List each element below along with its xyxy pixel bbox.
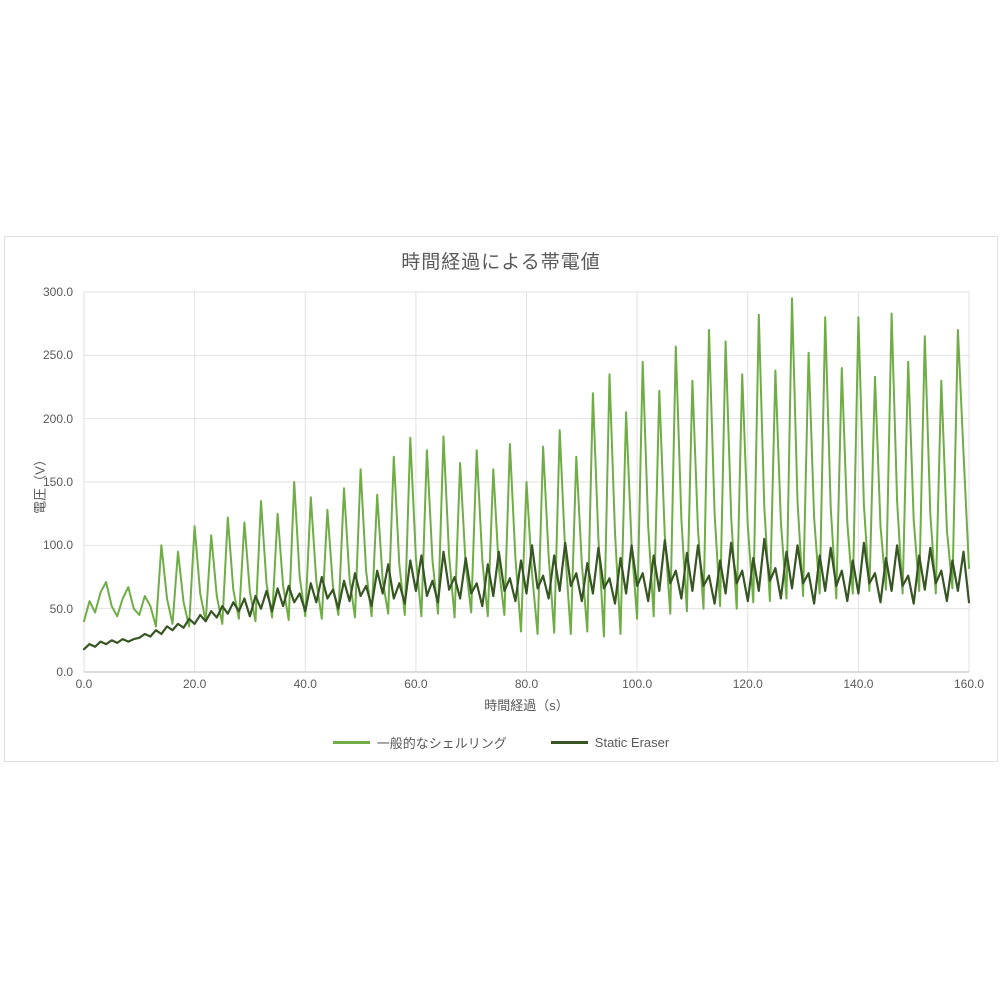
chart-canvas [82,291,971,673]
x-tick-label: 60.0 [404,677,428,691]
legend-label-shelling: 一般的なシェルリング [376,736,507,751]
legend-item-static-eraser: Static Eraser [550,735,670,750]
chart-panel: 時間経過による帯電値 電圧（V） 0.0 50.0 100.0 150.0 200.0 2… [4,236,998,762]
y-tick-label: 50.0 [49,601,73,616]
y-tick-label: 150.0 [42,475,73,489]
plot-area [82,291,971,673]
legend-swatch-static-eraser [550,741,588,744]
legend-item-shelling: 一般的なシェルリング [332,733,507,752]
y-tick-label: 100.0 [42,538,73,553]
y-tick-label: 200.0 [42,411,73,426]
x-tick-label: 40.0 [293,677,317,691]
x-tick-label: 120.0 [732,677,763,691]
y-tick-label: 300.0 [42,285,73,299]
series-line-1 [82,537,971,651]
y-tick-label: 0.0 [56,665,73,679]
legend-swatch-shelling [332,741,370,744]
chart-legend: 一般的なシェルリング Static Eraser [5,733,997,752]
x-tick-label: 160.0 [953,677,985,691]
y-tick-label: 250.0 [42,348,73,363]
x-tick-label: 80.0 [514,677,539,691]
x-tick-label: 100.0 [622,677,653,691]
series-line-0 [83,297,970,638]
legend-label-static-eraser: Static Eraser [594,735,670,750]
x-tick-label: 20.0 [182,677,207,691]
chart-title: 時間経過による帯電値 [401,252,601,273]
x-tick-label: 0.0 [75,677,93,691]
x-axis-title: 時間経過（s） [484,698,569,713]
x-tick-label: 140.0 [843,677,874,691]
